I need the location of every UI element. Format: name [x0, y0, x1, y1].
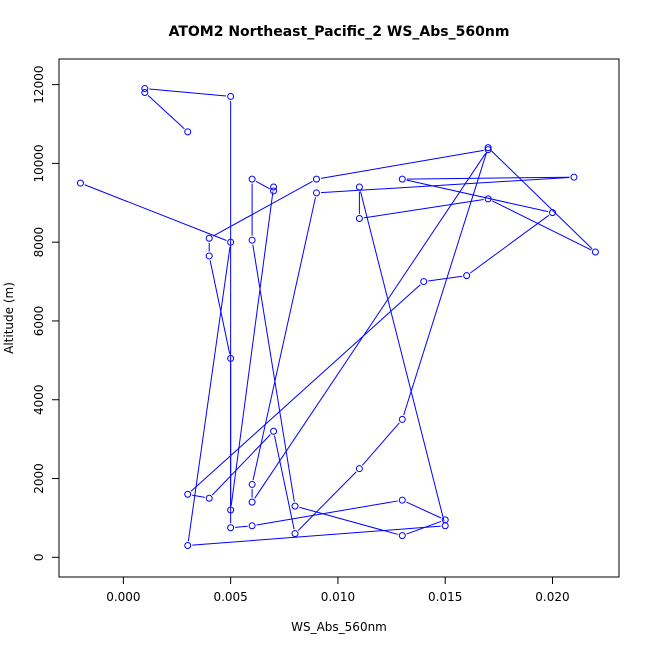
series-line-segment	[403, 151, 488, 416]
data-point	[291, 502, 299, 510]
series-line-segment	[256, 500, 398, 526]
data-point	[184, 490, 192, 498]
data-point	[591, 248, 599, 256]
data-point	[398, 532, 406, 540]
x-tick-label: 0.010	[321, 590, 355, 604]
data-point	[227, 524, 235, 532]
data-point	[312, 189, 320, 197]
series-line-segment	[361, 422, 400, 466]
data-point	[248, 175, 256, 183]
x-axis-label: WS_Abs_560nm	[291, 620, 387, 634]
x-tick-label: 0.015	[428, 590, 462, 604]
series-line-segment	[187, 246, 231, 542]
data-point	[141, 88, 149, 96]
data-point	[441, 522, 449, 530]
series-line-segment	[255, 180, 270, 190]
data-point	[548, 209, 556, 217]
data-point	[484, 146, 492, 154]
chart-title: ATOM2 Northeast_Pacific_2 WS_Abs_560nm	[169, 24, 510, 40]
data-point	[141, 85, 149, 93]
data-point	[398, 496, 406, 504]
series-line-segment	[190, 284, 421, 492]
y-tick-label: 0	[32, 553, 46, 561]
y-tick-label: 2000	[32, 463, 46, 494]
data-point	[270, 187, 278, 195]
x-axis: 0.000 0.005 0.010 0.015 0.020	[106, 576, 570, 604]
series-line-segment	[211, 434, 271, 496]
data-point	[355, 183, 363, 191]
series-line-segment	[230, 191, 274, 506]
data-point	[227, 238, 235, 246]
series-line-segment	[149, 88, 227, 97]
data-point	[570, 173, 578, 181]
series-line-segment	[209, 260, 231, 355]
data-point	[420, 278, 428, 286]
series-line-segment	[406, 179, 549, 213]
data-point	[184, 541, 192, 549]
series-line-segment	[320, 176, 570, 194]
data-point	[227, 354, 235, 362]
series-line-segment	[252, 197, 316, 481]
series-line-segment	[192, 494, 205, 498]
series-line-segment	[363, 199, 484, 219]
x-tick-label: 0.005	[213, 590, 247, 604]
data-point	[248, 522, 256, 530]
data-point	[355, 465, 363, 473]
series-line-segment	[491, 200, 592, 251]
data-point	[248, 236, 256, 244]
data-point	[205, 494, 213, 502]
series-line-segment	[147, 95, 185, 130]
series-line-segment	[320, 149, 484, 179]
data-point	[184, 128, 192, 136]
data-point	[248, 480, 256, 488]
data-point	[312, 175, 320, 183]
y-tick-label: 8000	[32, 227, 46, 258]
data-point	[398, 175, 406, 183]
series-line-segment	[406, 176, 570, 180]
data-point	[248, 498, 256, 506]
series-line-group	[84, 88, 593, 546]
series-line-segment	[235, 525, 248, 528]
series-line-segment	[360, 191, 445, 522]
data-point	[270, 183, 278, 191]
series-line-segment	[490, 150, 593, 250]
series-line-segment	[428, 275, 463, 282]
data-point	[270, 427, 278, 435]
x-tick-label: 0.020	[535, 590, 569, 604]
data-point	[484, 195, 492, 203]
y-tick-label: 10000	[32, 144, 46, 182]
series-line-segment	[406, 501, 442, 519]
data-point	[484, 144, 492, 152]
x-tick-label: 0.000	[106, 590, 140, 604]
data-point	[205, 252, 213, 260]
data-point	[76, 179, 84, 187]
y-tick-label: 4000	[32, 384, 46, 415]
series-line-segment	[84, 184, 227, 241]
data-point	[227, 92, 235, 100]
y-axis-label: Altitude (m)	[2, 282, 16, 354]
series-line-segment	[297, 471, 357, 531]
y-tick-label: 6000	[32, 306, 46, 337]
data-point	[205, 234, 213, 242]
y-axis: 0 2000 4000 6000 8000 10000 12000	[32, 66, 60, 561]
data-point	[355, 215, 363, 223]
series-line-segment	[212, 180, 313, 237]
y-tick-label: 12000	[32, 66, 46, 104]
series-points-group	[76, 85, 599, 549]
data-point	[463, 272, 471, 280]
series-line-segment	[299, 506, 399, 535]
data-point	[398, 415, 406, 423]
series-line-segment	[192, 525, 441, 546]
data-point	[227, 506, 235, 514]
series-line-segment	[469, 214, 550, 274]
series-line-segment	[273, 435, 295, 530]
series-line-segment	[254, 153, 487, 499]
data-point	[291, 530, 299, 538]
